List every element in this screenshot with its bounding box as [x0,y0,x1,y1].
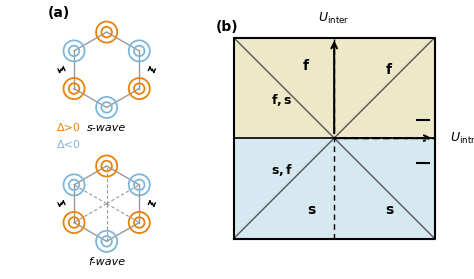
Text: $U_{\mathrm{intra}}$: $U_{\mathrm{intra}}$ [450,131,474,146]
Text: $\mathbf{s,f}$: $\mathbf{s,f}$ [271,162,293,178]
Text: $\mathbf{f,s}$: $\mathbf{f,s}$ [271,92,292,108]
Text: $\mathbf{f}$: $\mathbf{f}$ [385,62,393,77]
Text: Δ>0: Δ>0 [56,123,80,133]
Text: Δ<0: Δ<0 [56,140,80,150]
Bar [234,138,435,239]
Text: (b): (b) [216,20,238,33]
Text: (a): (a) [48,6,70,20]
Text: $\mathbf{s}$: $\mathbf{s}$ [307,203,317,217]
Text: $U_{\mathrm{inter}}$: $U_{\mathrm{inter}}$ [319,11,350,26]
Text: s-wave: s-wave [87,123,126,133]
Text: $\mathbf{s}$: $\mathbf{s}$ [384,203,394,217]
Bar [234,38,435,138]
Text: $\mathbf{f}$: $\mathbf{f}$ [302,58,310,73]
Text: f-wave: f-wave [88,257,125,267]
